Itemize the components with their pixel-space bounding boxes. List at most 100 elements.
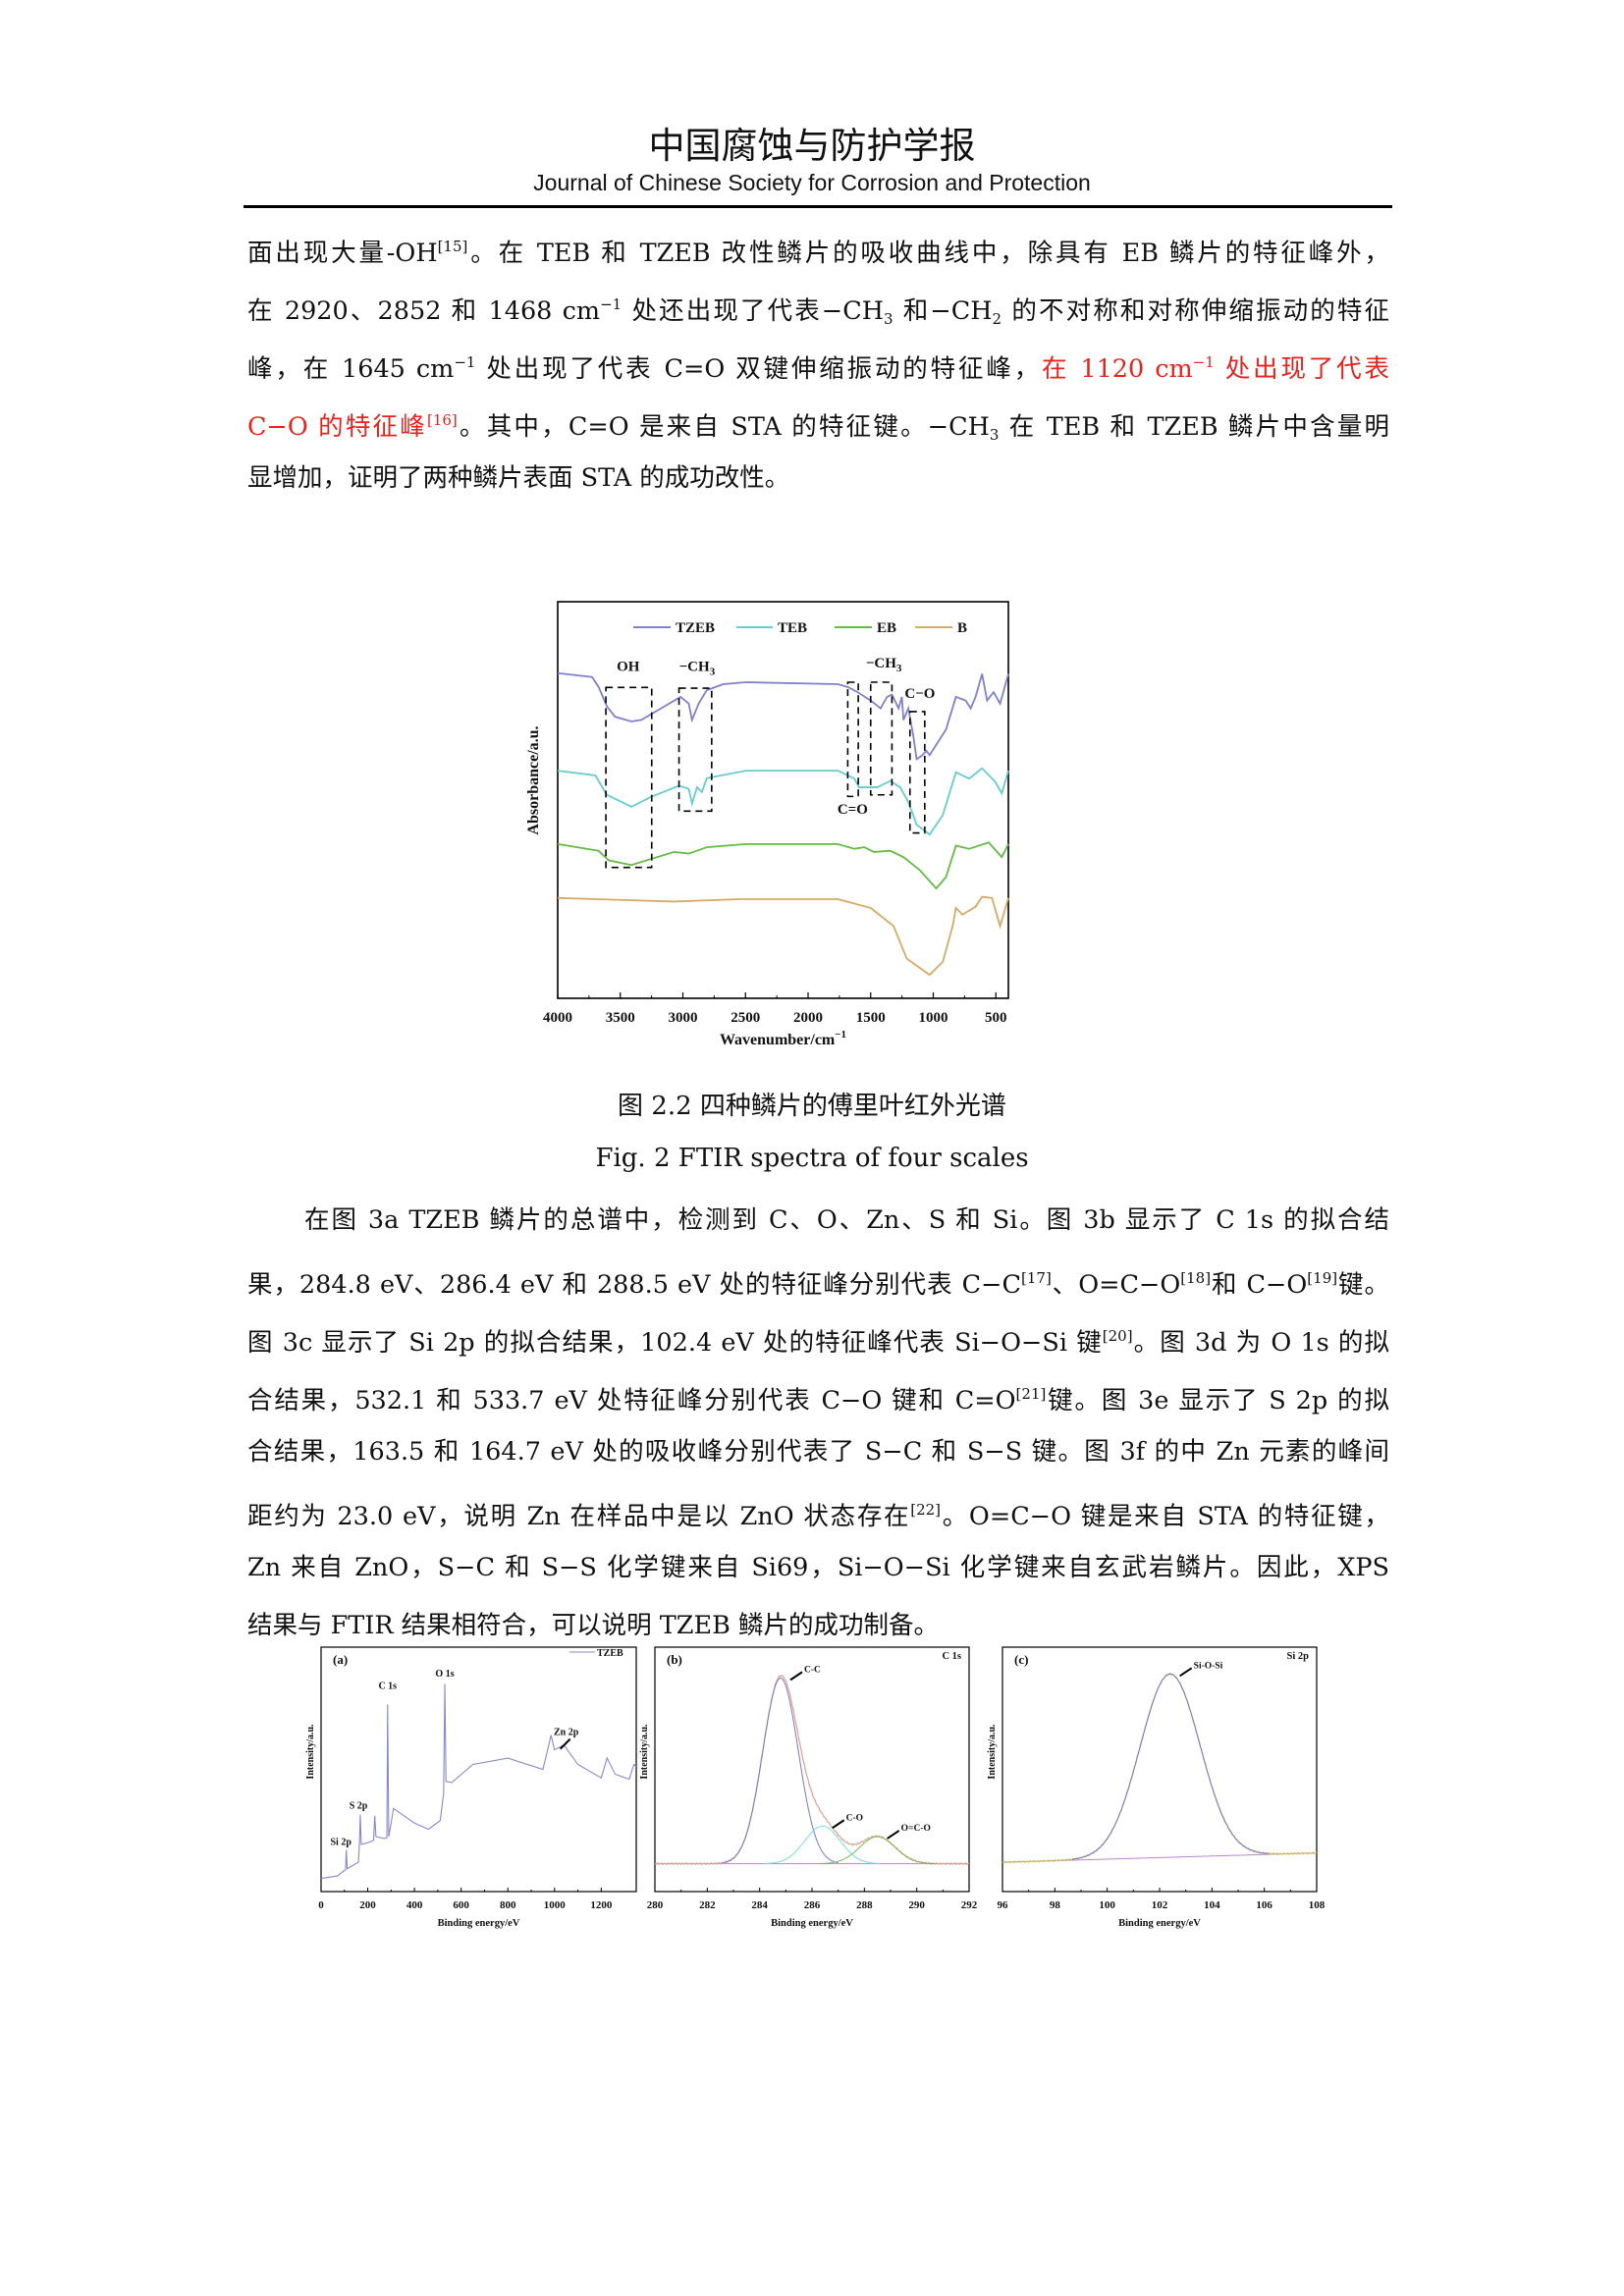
text-line: 果，284.8 eV、286.4 eV 和 288.5 eV 处的特征峰分别代表… — [247, 1250, 1389, 1308]
text-segment: 合结果，532.1 和 533.7 eV 处特征峰分别代表 C−O 键和 C=O — [247, 1386, 1016, 1415]
text-segment: 在 TEB 和 TZEB 鳞片中含量明 — [999, 412, 1389, 442]
annotation-text: C=O — [838, 802, 868, 818]
citation-superscript: [15] — [437, 238, 468, 255]
x-tick-label: 600 — [453, 1899, 469, 1911]
annotation-text: −CH — [679, 659, 710, 674]
text-segment: 的不对称和对称伸缩振动的特征 — [1001, 296, 1389, 326]
annotation-label: −CH3 — [679, 659, 716, 677]
x-tick-label: 102 — [1152, 1899, 1168, 1911]
x-tick-label: 98 — [1050, 1899, 1061, 1911]
x-tick-label: 292 — [961, 1899, 978, 1911]
x-axis-label: Binding energy/eV — [1118, 1918, 1201, 1929]
text-segment: 。在 TEB 和 TZEB 改性鳞片的吸收曲线中，除具有 EB 鳞片的特征峰外， — [467, 239, 1390, 268]
x-tick-label: 284 — [751, 1899, 768, 1911]
text-segment: 果，284.8 eV、286.4 eV 和 288.5 eV 处的特征峰分别代表… — [247, 1270, 1022, 1300]
annotation-label: −CH3 — [866, 656, 902, 674]
plot-frame — [1001, 1646, 1318, 1893]
x-tick-label: 96 — [998, 1899, 1009, 1911]
x-axis-label-sup: −1 — [835, 1029, 846, 1041]
plot-frame — [654, 1646, 970, 1893]
text-line: 显增加，证明了两种鳞片表面 STA 的成功改性。 — [247, 450, 1389, 507]
panel-label: (b) — [667, 1652, 682, 1667]
peak-label: C 1s — [378, 1681, 397, 1691]
x-tick-label: 104 — [1204, 1899, 1220, 1911]
text-segment: 。O=C−O 键是来自 STA 的特征键， — [941, 1502, 1389, 1531]
annotation-text: C−O — [904, 686, 935, 702]
journal-title-en: Journal of Chinese Society for Corrosion… — [533, 170, 1091, 195]
text-segment: 在 1120 cm — [1042, 354, 1193, 384]
x-tick-label: 1200 — [590, 1899, 613, 1911]
peak-label: Si 2p — [331, 1838, 352, 1848]
fit-component-line — [1071, 1673, 1269, 1860]
text-segment: 处出现了代表 C=O 双键伸缩振动的特征峰， — [475, 354, 1043, 384]
fit-component-line — [764, 1825, 881, 1864]
text-line: 在图 3a TZEB 鳞片的总谱中，检测到 C、O、Zn、S 和 Si。图 3b… — [247, 1192, 1389, 1250]
text-line: 面出现大量-OH[15]。在 TEB 和 TZEB 改性鳞片的吸收曲线中，除具有… — [247, 218, 1389, 276]
x-axis-label-text: Wavenumber/cm — [720, 1032, 836, 1048]
peak-label: S 2p — [350, 1800, 368, 1811]
annotation-label: OH — [617, 659, 640, 674]
annotation-subscript: 3 — [710, 666, 716, 677]
text-segment: 图 3c 显示了 Si 2p 的拟合结果，102.4 eV 处的特征峰代表 Si… — [247, 1328, 1103, 1358]
text-segment: 3 — [989, 426, 1000, 444]
peak-label: Si-O-Si — [1194, 1661, 1223, 1671]
x-tick-label: 280 — [647, 1899, 664, 1911]
x-tick-label: 200 — [359, 1899, 376, 1911]
figure-caption-en: Fig. 2 FTIR spectra of four scales — [595, 1144, 1029, 1173]
x-tick-label: 2000 — [793, 1010, 823, 1026]
x-tick-label: 286 — [804, 1899, 821, 1911]
text-segment: 键。 — [1337, 1270, 1389, 1300]
citation-superscript: −1 — [600, 295, 623, 313]
x-tick-label: 800 — [500, 1899, 516, 1911]
text-segment: 、O=C−O — [1051, 1270, 1181, 1300]
x-tick-label: 2500 — [731, 1010, 760, 1026]
x-axis-label: Binding energy/eV — [438, 1918, 520, 1929]
xps-si2p-chart: 96 98 100 102 104 106 108 Binding energy/eV Inte… — [987, 1646, 1326, 1929]
plot-frame — [557, 601, 1009, 999]
fit-component-line — [723, 1677, 839, 1864]
panel-title: C 1s — [942, 1651, 961, 1662]
series-line-eb — [557, 841, 1009, 890]
xps-survey-chart: 0 200 400 600 800 1000 1200 Binding energy/eV In… — [305, 1646, 637, 1929]
text-segment: 处出现了代表 — [1214, 354, 1389, 384]
x-tick-label: 4000 — [543, 1010, 572, 1026]
arrow-icon — [1179, 1667, 1193, 1678]
legend-label-b: B — [957, 620, 967, 636]
legend-label-tzeb: TZEB — [676, 620, 715, 636]
arrow-icon — [832, 1819, 845, 1830]
annotation-text: −CH — [866, 656, 896, 671]
peak-label: O 1s — [435, 1669, 454, 1680]
arrow-icon — [887, 1830, 900, 1840]
text-segment: 结果与 FTIR 结果相符合，可以说明 TZEB 鳞片的成功制备。 — [247, 1611, 939, 1640]
annotation-label: C=O — [838, 802, 868, 818]
peak-label: C-O — [846, 1813, 863, 1823]
annotation-box — [846, 681, 859, 798]
annotation-text: OH — [617, 659, 640, 674]
measured-envelope-line — [1001, 1672, 1318, 1864]
citation-superscript: [19] — [1307, 1269, 1338, 1287]
text-line: 峰，在 1645 cm−1 处出现了代表 C=O 双键伸缩振动的特征峰，在 11… — [247, 334, 1389, 392]
x-tick-label: 290 — [908, 1899, 925, 1911]
header-divider — [244, 205, 1392, 208]
paragraph-xps-discussion: 在图 3a TZEB 鳞片的总谱中，检测到 C、O、Zn、S 和 Si。图 3b… — [247, 1192, 1389, 1655]
x-tick-label: 282 — [699, 1899, 716, 1911]
text-segment: 和−CH — [893, 296, 993, 326]
peak-label: O=C-O — [901, 1824, 931, 1834]
text-segment: 2 — [992, 310, 1002, 328]
panel-title: Si 2p — [1287, 1651, 1310, 1662]
peak-label: C-C — [804, 1665, 821, 1675]
citation-superscript: [17] — [1021, 1269, 1052, 1287]
text-segment: 和 C−O — [1211, 1270, 1308, 1300]
y-axis-label: Intensity/a.u. — [305, 1724, 316, 1780]
text-segment: 在图 3a TZEB 鳞片的总谱中，检测到 C、O、Zn、S 和 Si。图 3b… — [304, 1205, 1389, 1235]
series-line-b — [557, 895, 1009, 977]
plot-frame — [320, 1646, 637, 1893]
text-segment: 键。图 3e 显示了 S 2p 的拟 — [1046, 1386, 1389, 1415]
panel-label: (a) — [333, 1652, 348, 1667]
annotation-box — [908, 711, 926, 834]
citation-superscript: [20] — [1102, 1327, 1133, 1345]
text-line: 图 3c 显示了 Si 2p 的拟合结果，102.4 eV 处的特征峰代表 Si… — [247, 1308, 1389, 1365]
text-segment: 。其中，C=O 是来自 STA 的特征键。−CH — [457, 412, 990, 442]
series-line — [320, 1683, 637, 1880]
text-segment: 在 2920、2852 和 1468 cm — [247, 296, 601, 326]
